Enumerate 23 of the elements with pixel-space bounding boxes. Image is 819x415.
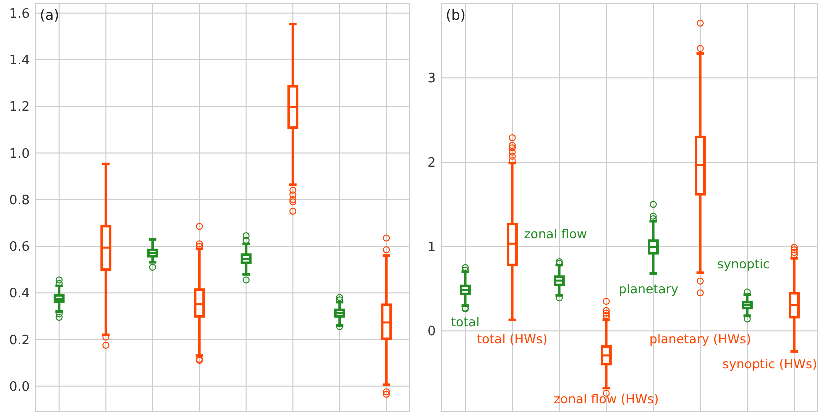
annotation: synoptic xyxy=(717,256,770,272)
annotation: total (HWs) xyxy=(477,331,548,346)
annotation: planetary (HWs) xyxy=(650,331,752,346)
y-tick-label: 1.0 xyxy=(9,146,30,162)
y-tick-label: 1.4 xyxy=(9,54,30,69)
annotation: zonal flow (HWs) xyxy=(554,391,659,406)
annotation: planetary xyxy=(618,281,680,296)
y-tick-label: 0.6 xyxy=(9,240,30,256)
y-tick-label: 3 xyxy=(428,72,436,87)
y-tick-label: 0.8 xyxy=(9,193,30,208)
y-tick-label: 0 xyxy=(428,324,436,340)
annotation: zonal flow xyxy=(524,226,588,242)
y-tick-label: 0.0 xyxy=(9,380,30,395)
y-tick-label: 1.6 xyxy=(9,6,30,22)
y-tick-label: 0.2 xyxy=(9,333,30,348)
y-tick-label: 1 xyxy=(428,240,436,256)
y-tick-label: 0.4 xyxy=(9,286,30,302)
y-tick-label: 1.2 xyxy=(9,100,30,116)
chart-title: (b) xyxy=(446,8,466,24)
annotation: synoptic (HWs) xyxy=(722,356,818,372)
annotation: total xyxy=(451,314,480,330)
y-tick-label: 2 xyxy=(428,156,436,172)
chart-title: (a) xyxy=(40,8,60,24)
